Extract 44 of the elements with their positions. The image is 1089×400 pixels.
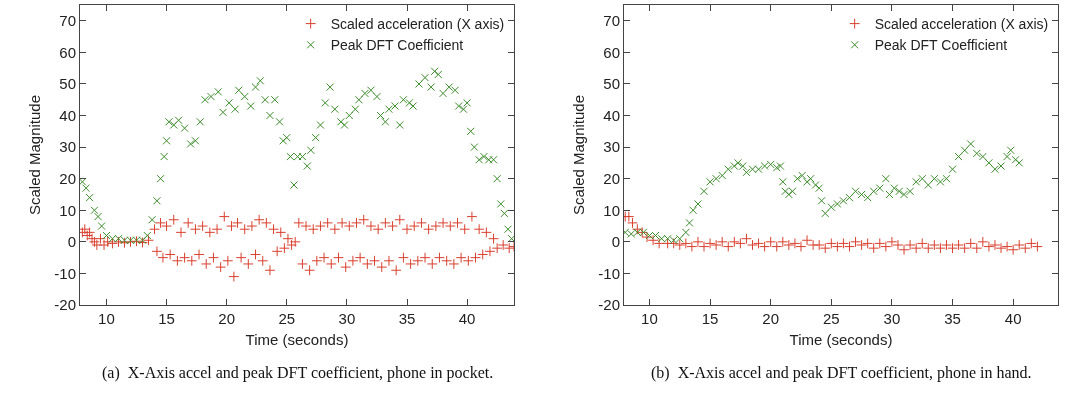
y-tick-label: 60 bbox=[59, 43, 76, 61]
x-tick-label: 15 bbox=[701, 310, 719, 327]
legend-label: Scaled acceleration (X axis) bbox=[330, 16, 505, 33]
legend-label: Peak DFT Coefficient bbox=[874, 37, 1008, 54]
y-tick-label: 60 bbox=[603, 43, 620, 61]
x-tick-label: 10 bbox=[641, 310, 658, 327]
x-tick-label: 30 bbox=[338, 310, 356, 327]
text: (b) X-Axis accel and peak DFT coefficient, phone in hand. bbox=[651, 364, 1032, 382]
legend-label: Scaled acceleration (X axis) bbox=[874, 16, 1049, 33]
y-tick-label: -20 bbox=[54, 296, 76, 314]
legend-label: Peak DFT Coefficient bbox=[330, 37, 464, 54]
y-tick-label: 50 bbox=[59, 75, 76, 93]
x-tick-label: 30 bbox=[883, 310, 901, 327]
x-tick-label: 20 bbox=[218, 310, 236, 327]
y-tick-label: 70 bbox=[603, 12, 620, 30]
x-tick-label: 25 bbox=[822, 310, 840, 327]
y-tick-label: 10 bbox=[603, 201, 620, 219]
y-tick-label: 10 bbox=[59, 201, 76, 219]
y-tick-label: 30 bbox=[603, 138, 620, 156]
x-tick-label: 10 bbox=[98, 310, 115, 327]
x-tick-label: 35 bbox=[944, 310, 961, 327]
text: (a) X-Axis accel and peak DFT coefficient, phone in pocket. bbox=[102, 364, 494, 382]
x-axis-title: Time (seconds) bbox=[789, 331, 893, 348]
y-tick-label: -20 bbox=[598, 296, 620, 314]
x-tick-label: 25 bbox=[278, 310, 296, 327]
x-tick-label: 20 bbox=[762, 310, 780, 327]
y-tick-label: 70 bbox=[59, 12, 76, 30]
y-tick-label: 40 bbox=[603, 106, 620, 124]
y-tick-label: 20 bbox=[59, 169, 76, 187]
y-tick-label: 30 bbox=[59, 138, 76, 156]
y-tick-label: 50 bbox=[603, 75, 620, 93]
x-axis-title: Time (seconds) bbox=[245, 331, 349, 348]
y-tick-label: -10 bbox=[54, 264, 76, 282]
x-tick-label: 35 bbox=[398, 310, 416, 327]
x-tick-label: 40 bbox=[458, 310, 476, 327]
y-tick-label: 0 bbox=[611, 233, 620, 251]
y-tick-label: 40 bbox=[59, 106, 76, 124]
y-tick-label: 20 bbox=[603, 169, 620, 187]
y-axis-title: Scaled Magnitude bbox=[569, 94, 587, 216]
y-axis-title: Scaled Magnitude bbox=[25, 94, 43, 216]
x-tick-label: 40 bbox=[1004, 310, 1022, 327]
y-tick-label: -10 bbox=[598, 264, 620, 282]
y-tick-label: 0 bbox=[67, 233, 76, 251]
x-tick-label: 15 bbox=[158, 310, 175, 327]
